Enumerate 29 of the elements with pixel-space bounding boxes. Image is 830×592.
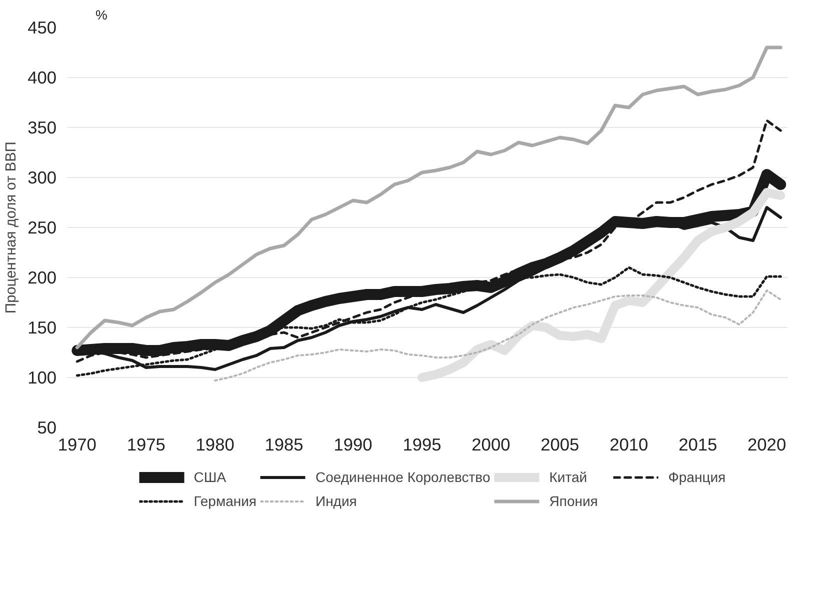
x-tick-label: 2015 — [678, 434, 718, 454]
legend-label: Германия — [194, 493, 257, 509]
y-tick-label: 150 — [28, 318, 57, 338]
legend-label: Китай — [549, 469, 588, 485]
y-tick-label: 250 — [28, 218, 57, 238]
y-tick-label: 400 — [28, 68, 57, 88]
legend-label: Франция — [668, 469, 727, 485]
legend-label: Индия — [316, 493, 358, 509]
legend-label: Япония — [549, 493, 599, 509]
x-tick-label: 2020 — [748, 434, 786, 454]
y-axis-title: Процентная доля от ВВП — [4, 142, 20, 314]
y-tick-label: 300 — [28, 168, 57, 188]
x-tick-label: 2005 — [540, 434, 580, 454]
x-tick-label: 1995 — [402, 434, 442, 454]
x-tick-label: 1970 — [58, 434, 96, 454]
x-tick-label: 2010 — [610, 434, 648, 454]
y-tick-label: 50 — [37, 418, 57, 438]
x-tick-label: 1985 — [264, 434, 304, 454]
text: % — [96, 8, 108, 22]
x-tick-label: 1990 — [334, 434, 372, 454]
y-tick-label: 200 — [28, 268, 57, 288]
legend-label: США — [194, 469, 228, 485]
legend-label: Соединенное Королевство — [316, 469, 490, 485]
x-tick-label: 1975 — [126, 434, 166, 454]
x-tick-label: 2000 — [472, 434, 510, 454]
y-tick-label: 100 — [28, 368, 57, 388]
y-tick-label: 350 — [28, 118, 57, 138]
y-tick-label: 450 — [28, 18, 57, 38]
x-tick-label: 1980 — [196, 434, 234, 454]
